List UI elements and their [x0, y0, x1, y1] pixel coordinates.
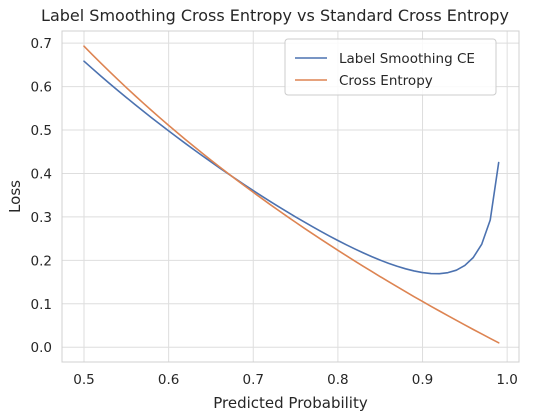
- series-line-cross-entropy: [83, 45, 500, 344]
- x-tick-label: 0.6: [158, 372, 179, 388]
- x-tick-label: 0.5: [73, 372, 94, 388]
- x-tick-label: 0.8: [327, 372, 348, 388]
- y-axis-label: Loss: [6, 180, 24, 213]
- y-tick-label: 0.7: [31, 36, 52, 52]
- plot-frame: [61, 30, 520, 363]
- legend-box: [284, 38, 497, 96]
- y-tick-label: 0.3: [31, 210, 52, 226]
- series-layer: [83, 45, 500, 344]
- y-tick-label: 0.6: [31, 80, 52, 96]
- y-tick-label: 0.1: [31, 297, 52, 313]
- x-axis-label: Predicted Probability: [213, 394, 368, 412]
- y-tick-label: 0.2: [31, 253, 52, 269]
- x-tick-label: 0.7: [243, 372, 264, 388]
- x-tick-label: 0.9: [412, 372, 433, 388]
- x-tick-label: 1.0: [496, 372, 517, 388]
- y-tick-label: 0.5: [31, 123, 52, 139]
- y-tick-label: 0.0: [31, 340, 52, 356]
- legend-label-cross-entropy: Cross Entropy: [339, 73, 433, 89]
- y-tick-labels: 0.0 0.1 0.2 0.3 0.4 0.5 0.6 0.7: [31, 36, 52, 356]
- chart-title: Label Smoothing Cross Entropy vs Standar…: [41, 6, 509, 25]
- series-line-label-smoothing-ce: [83, 60, 500, 275]
- y-tick-label: 0.4: [31, 166, 52, 182]
- legend: Label Smoothing CE Cross Entropy: [284, 38, 497, 96]
- x-tick-labels: 0.5 0.6 0.7 0.8 0.9 1.0: [73, 372, 518, 388]
- legend-label-label-smoothing-ce: Label Smoothing CE: [339, 51, 475, 67]
